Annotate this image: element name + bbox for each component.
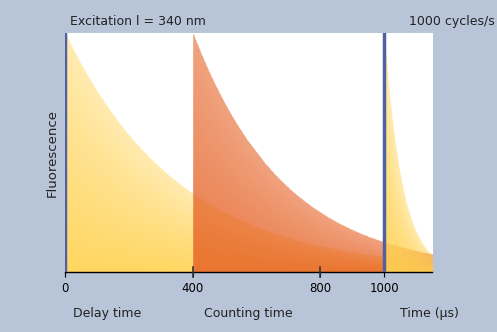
Text: Counting time: Counting time [204,307,293,320]
Y-axis label: Fluorescence: Fluorescence [46,109,59,197]
Text: Time (µs): Time (µs) [401,307,459,320]
Text: Excitation l = 340 nm: Excitation l = 340 nm [70,15,205,28]
Text: 1000 cycles/s: 1000 cycles/s [409,15,495,28]
Text: Delay time: Delay time [73,307,141,320]
